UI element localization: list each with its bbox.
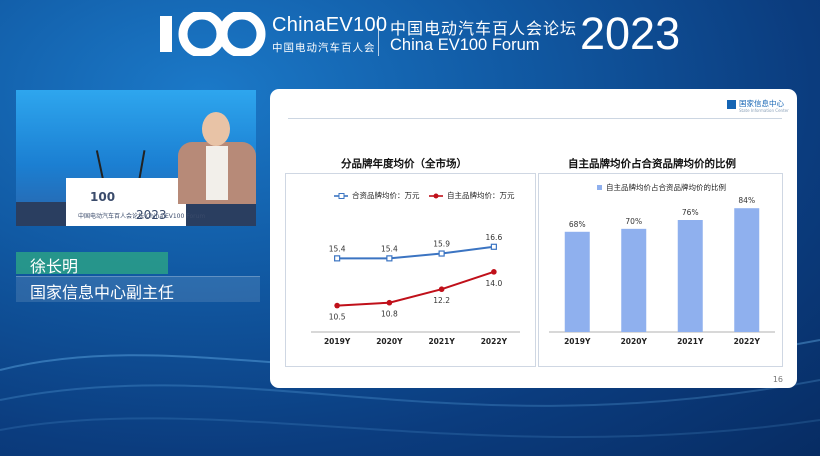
speaker-shirt <box>206 146 228 200</box>
legend-jv-label: 合资品牌均价：万元 <box>352 191 420 200</box>
org-logo-icon <box>727 100 736 109</box>
forum-title-en: China EV100 Forum <box>390 36 540 54</box>
legend-jv-swatch-icon <box>334 192 348 199</box>
bar-chart-title: 自主品牌均价占合资品牌均价的比例 <box>568 158 736 170</box>
speaker-head <box>202 112 230 146</box>
data-point <box>490 243 497 250</box>
data-point <box>438 286 445 293</box>
series-line-1 <box>337 270 495 307</box>
x-tick-label: 2021Y <box>428 337 455 346</box>
brand-name-en: ChinaEV100 <box>272 14 388 36</box>
x-tick-label: 2021Y <box>677 337 704 346</box>
speaker-video: 100 中国电动汽车百人会论坛 China EV100 Forum 2023 <box>16 90 256 226</box>
bar-value-label: 68% <box>569 220 586 229</box>
slide-header-rule <box>288 118 782 119</box>
bar <box>564 231 590 332</box>
lectern <box>66 178 186 226</box>
bar-value-label: 84% <box>738 196 755 205</box>
series-line-0 <box>337 245 495 260</box>
x-tick-label: 2020Y <box>376 337 403 346</box>
speaker-name: 徐长明 <box>30 257 79 276</box>
legend-domestic-label: 自主品牌均价：万元 <box>447 191 515 200</box>
data-label: 10.8 <box>381 310 398 319</box>
x-tick-label: 2020Y <box>621 337 648 346</box>
data-label: 15.9 <box>433 240 450 249</box>
x-tick-label: 2022Y <box>481 337 508 346</box>
org-logo-text: 国家信息中心 <box>739 99 784 108</box>
ev100-logo-icon <box>160 12 266 56</box>
lectern-logo: 100 <box>90 190 116 204</box>
bar <box>621 228 647 332</box>
data-point <box>334 255 341 262</box>
data-label: 16.6 <box>486 233 503 242</box>
legend-ratio: 自主品牌均价占合资品牌均价的比例 <box>597 182 726 193</box>
legend-jv: 合资品牌均价：万元 <box>334 190 420 201</box>
bar <box>677 220 703 332</box>
lectern-year: 2023 <box>136 208 167 222</box>
legend-domestic-swatch-icon <box>429 193 443 198</box>
legend-ratio-swatch-icon <box>597 185 602 190</box>
name-bar <box>16 252 168 274</box>
line-chart: 2019Y 2020Y 2021Y 2022Y 15.4 15.4 15.9 16.6 10.5… <box>311 233 520 346</box>
x-tick-label: 2019Y <box>324 337 351 346</box>
x-tick-label: 2019Y <box>564 337 591 346</box>
data-point <box>386 299 393 306</box>
data-point <box>491 269 497 275</box>
brand-name-cn: 中国电动汽车百人会 <box>272 42 376 54</box>
legend-domestic: 自主品牌均价：万元 <box>429 190 515 201</box>
forum-year: 2023 <box>580 8 681 59</box>
bar-chart-panel: 自主品牌均价占合资品牌均价的比例 68% 2019Y 70% 2020Y 76% 2021… <box>538 173 783 367</box>
title-bar <box>16 276 260 302</box>
data-label: 15.4 <box>329 244 346 253</box>
line-chart-panel: 合资品牌均价：万元 自主品牌均价：万元 2019Y 2020Y 2021Y 2022Y… <box>285 173 536 367</box>
data-point <box>386 255 393 262</box>
x-tick-label: 2022Y <box>734 337 761 346</box>
bar-value-label: 70% <box>625 217 642 226</box>
org-logo-text-en: State Information Center <box>739 108 789 113</box>
speaker-title: 国家信息中心副主任 <box>30 283 175 302</box>
legend-ratio-label: 自主品牌均价占合资品牌均价的比例 <box>606 183 726 192</box>
bar-chart: 68% 2019Y 70% 2020Y 76% 2021Y 84% 2022Y <box>549 196 775 346</box>
bar <box>734 208 760 332</box>
data-label: 10.5 <box>329 313 346 322</box>
data-point <box>438 250 445 257</box>
header-divider <box>378 16 379 56</box>
slide-page-number: 16 <box>772 375 783 384</box>
data-label: 14.0 <box>486 279 503 288</box>
data-point <box>334 302 340 309</box>
lectern-subtitle: 中国电动汽车百人会论坛 China EV100 Forum <box>78 213 206 220</box>
line-chart-title: 分品牌年度均价（全市场） <box>341 158 467 170</box>
forum-title-cn: 中国电动汽车百人会论坛 <box>390 19 578 38</box>
bar-value-label: 76% <box>682 208 699 217</box>
presentation-slide: 国家信息中心 State Information Center 分品牌年度均价（… <box>270 89 797 388</box>
data-label: 12.2 <box>433 296 450 305</box>
data-label: 15.4 <box>381 244 398 253</box>
